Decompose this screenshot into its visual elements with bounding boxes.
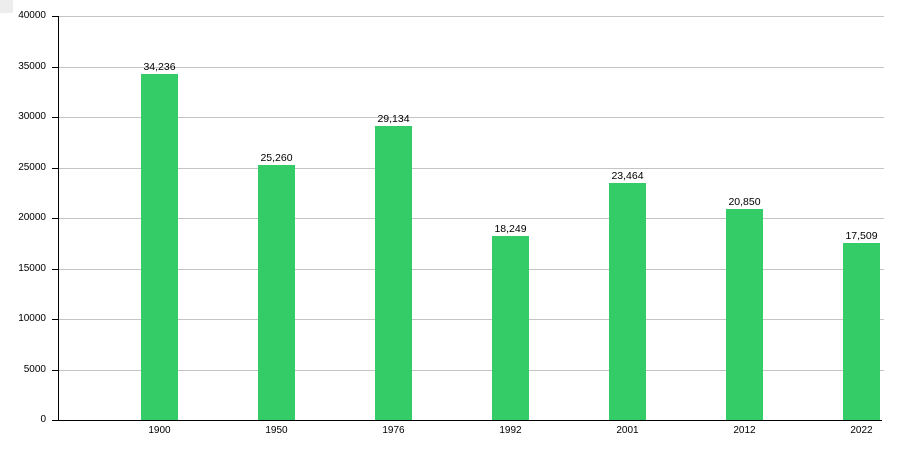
x-axis-tick-label: 1950 bbox=[265, 425, 288, 436]
x-axis-tick-label: 1900 bbox=[148, 425, 171, 436]
y-axis-tick-label: 35000 bbox=[18, 60, 46, 72]
y-axis-tick-label: 25000 bbox=[18, 161, 46, 173]
y-gridline-35000 bbox=[58, 66, 884, 68]
y-axis-tick-label: 10000 bbox=[18, 313, 46, 324]
x-axis-tick-label: 1976 bbox=[382, 425, 405, 436]
x-axis-tick-label: 2012 bbox=[733, 425, 756, 436]
y-axis-tick-label: 0 bbox=[40, 414, 46, 425]
x-axis-tick-label: 1992 bbox=[499, 425, 522, 436]
y-axis-tick-label: 15000 bbox=[18, 262, 46, 274]
y-axis-line bbox=[58, 16, 59, 421]
y-axis-tick bbox=[52, 66, 58, 68]
y-gridline-15000 bbox=[58, 268, 884, 270]
x-axis-tick-label: 2022 bbox=[850, 425, 873, 436]
bar-value-label: 20,850 bbox=[728, 196, 761, 209]
y-gridline-10000 bbox=[58, 319, 884, 320]
y-axis-tick bbox=[52, 420, 58, 421]
bar-value-label: 34,236 bbox=[143, 61, 176, 74]
x-axis-tick-label: 2001 bbox=[616, 425, 639, 436]
y-axis-tick bbox=[52, 319, 58, 320]
bar-value-label: 25,260 bbox=[260, 151, 293, 164]
bar-1976 bbox=[375, 125, 412, 420]
y-gridline-30000 bbox=[58, 117, 884, 118]
y-gridline-25000 bbox=[58, 167, 884, 169]
y-axis-tick bbox=[52, 167, 58, 169]
bar-1950 bbox=[258, 164, 295, 420]
bar-value-label: 23,464 bbox=[611, 170, 644, 182]
y-axis-tick bbox=[52, 16, 58, 17]
y-axis-tick bbox=[52, 218, 58, 219]
corner-artifact bbox=[0, 0, 13, 13]
bar-1992 bbox=[492, 235, 529, 420]
y-axis-tick-label: 5000 bbox=[23, 363, 46, 375]
bar-2012 bbox=[726, 209, 763, 420]
y-gridline-20000 bbox=[58, 218, 884, 219]
y-gridline-5000 bbox=[58, 369, 884, 371]
bar-value-label: 17,509 bbox=[845, 230, 878, 243]
y-gridline-40000 bbox=[58, 16, 884, 17]
y-axis-tick-label: 20000 bbox=[18, 212, 46, 223]
bar-value-label: 18,249 bbox=[494, 222, 527, 235]
y-axis-tick-label: 30000 bbox=[18, 111, 46, 122]
y-axis-tick bbox=[52, 117, 58, 118]
x-axis-line bbox=[52, 420, 882, 421]
y-axis-tick bbox=[52, 369, 58, 371]
bar-2001 bbox=[609, 183, 646, 420]
bar-2022 bbox=[843, 243, 880, 420]
bar-1900 bbox=[141, 74, 178, 420]
y-axis-tick-label: 40000 bbox=[18, 10, 46, 21]
y-axis-tick bbox=[52, 268, 58, 270]
bar-value-label: 29,134 bbox=[377, 112, 410, 125]
plot-area bbox=[58, 16, 884, 420]
